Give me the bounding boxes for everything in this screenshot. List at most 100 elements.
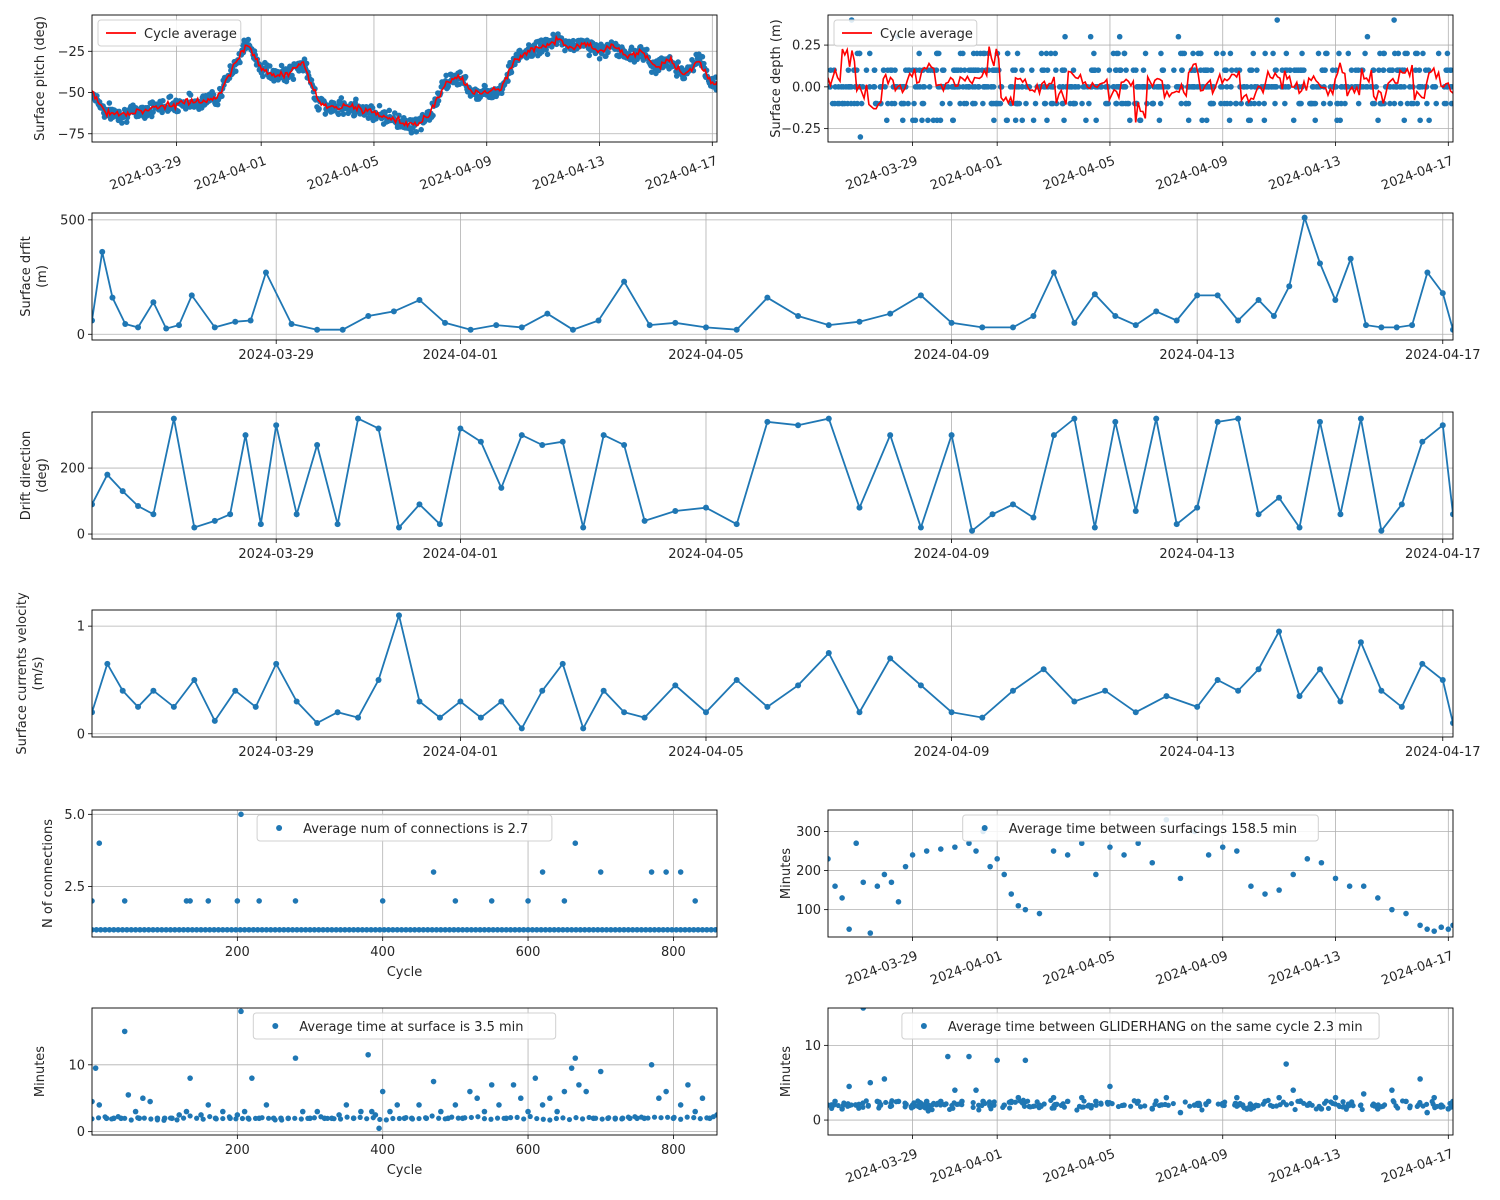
data-point bbox=[350, 926, 357, 933]
x-tick-label: 2024-04-09 bbox=[914, 547, 990, 562]
data-point bbox=[525, 926, 531, 933]
data-point bbox=[507, 926, 514, 933]
data-point bbox=[462, 1115, 468, 1121]
data-point bbox=[102, 1114, 108, 1120]
x-axis-label: Cycle bbox=[387, 1163, 423, 1178]
data-point bbox=[227, 511, 234, 518]
data-point bbox=[664, 926, 671, 933]
y-tick-label: 0 bbox=[77, 528, 85, 543]
data-point bbox=[472, 926, 479, 933]
data-point bbox=[420, 926, 427, 933]
data-point bbox=[543, 46, 549, 53]
data-point bbox=[957, 67, 964, 73]
data-point bbox=[1252, 84, 1258, 90]
data-point bbox=[387, 1108, 393, 1115]
data-point bbox=[125, 1092, 132, 1098]
data-point bbox=[902, 1100, 908, 1106]
data-point bbox=[416, 698, 423, 705]
data-point bbox=[1420, 50, 1426, 57]
data-point bbox=[860, 1104, 866, 1110]
data-point bbox=[1267, 1102, 1274, 1108]
data-point bbox=[621, 278, 628, 285]
legend-marker-swatch bbox=[272, 1023, 279, 1029]
data-point bbox=[1235, 687, 1242, 694]
data-point bbox=[353, 96, 359, 103]
data-point bbox=[919, 100, 926, 107]
data-point bbox=[678, 1116, 684, 1122]
data-point bbox=[234, 898, 241, 904]
chart-gliderhang: 2024-03-29 2024-04-01 2024-04-05 2024-04-09… bbox=[779, 1007, 1456, 1187]
data-point bbox=[1177, 1109, 1184, 1116]
data-point bbox=[1221, 100, 1228, 107]
data-point bbox=[570, 37, 577, 44]
data-point bbox=[1128, 1103, 1134, 1109]
data-point bbox=[605, 49, 611, 56]
data-point bbox=[257, 521, 264, 528]
data-point bbox=[446, 926, 453, 933]
data-point bbox=[189, 926, 196, 933]
data-point bbox=[1083, 117, 1089, 124]
data-point bbox=[1154, 84, 1160, 90]
data-point bbox=[379, 1088, 386, 1095]
data-point bbox=[322, 111, 329, 117]
data-point bbox=[430, 112, 436, 119]
data-point bbox=[1190, 50, 1196, 57]
data-point bbox=[1247, 67, 1253, 73]
data-point bbox=[930, 117, 937, 124]
data-point bbox=[539, 687, 546, 694]
data-point bbox=[161, 1117, 167, 1123]
data-point bbox=[1139, 84, 1146, 90]
grid bbox=[92, 412, 1453, 539]
data-point bbox=[1228, 67, 1235, 73]
data-point bbox=[1052, 50, 1059, 57]
data-point bbox=[1177, 875, 1184, 882]
data-point bbox=[451, 926, 457, 933]
x-tick-label: 200 bbox=[225, 1143, 250, 1158]
data-point bbox=[365, 312, 372, 319]
x-tick-label: 2024-04-05 bbox=[668, 745, 744, 760]
data-point bbox=[1395, 50, 1402, 57]
data-point bbox=[919, 117, 925, 124]
data-point bbox=[175, 322, 182, 329]
data-point bbox=[851, 100, 858, 107]
data-point bbox=[917, 524, 924, 531]
data-point bbox=[1391, 100, 1398, 107]
data-point bbox=[1007, 84, 1014, 90]
y-tick-label: 0 bbox=[813, 1114, 821, 1129]
data-point bbox=[303, 60, 310, 67]
data-point bbox=[889, 1098, 895, 1104]
data-point bbox=[1115, 84, 1121, 90]
data-point bbox=[510, 1082, 517, 1088]
data-point bbox=[988, 1106, 994, 1112]
data-point bbox=[1165, 1102, 1171, 1108]
data-point bbox=[948, 432, 955, 439]
data-point bbox=[1120, 100, 1126, 107]
y-tick-label: 10 bbox=[68, 1058, 85, 1073]
legend-box bbox=[901, 1012, 1380, 1040]
data-point bbox=[176, 1112, 183, 1118]
data-point bbox=[158, 926, 165, 933]
data-point bbox=[358, 1108, 364, 1115]
x-tick-label: 2024-03-29 bbox=[844, 949, 920, 989]
data-point bbox=[1432, 1105, 1438, 1111]
data-point bbox=[712, 74, 717, 81]
data-point bbox=[468, 926, 475, 933]
data-point bbox=[1214, 676, 1221, 683]
data-point bbox=[1203, 1101, 1209, 1108]
y-axis-label: N of connections bbox=[41, 819, 56, 928]
data-point bbox=[1450, 326, 1453, 333]
data-point bbox=[1340, 1104, 1346, 1110]
data-point bbox=[1213, 50, 1220, 57]
data-point bbox=[147, 1098, 153, 1105]
data-point bbox=[1003, 117, 1010, 124]
data-point bbox=[232, 68, 239, 75]
data-point bbox=[260, 73, 266, 80]
data-point bbox=[691, 1115, 697, 1121]
data-point bbox=[206, 926, 213, 933]
data-point bbox=[1438, 1104, 1444, 1110]
data-point bbox=[228, 926, 235, 933]
data-point bbox=[1007, 1105, 1013, 1111]
data-point bbox=[490, 926, 496, 933]
plot-area bbox=[828, 17, 1453, 140]
data-point bbox=[1431, 928, 1438, 934]
